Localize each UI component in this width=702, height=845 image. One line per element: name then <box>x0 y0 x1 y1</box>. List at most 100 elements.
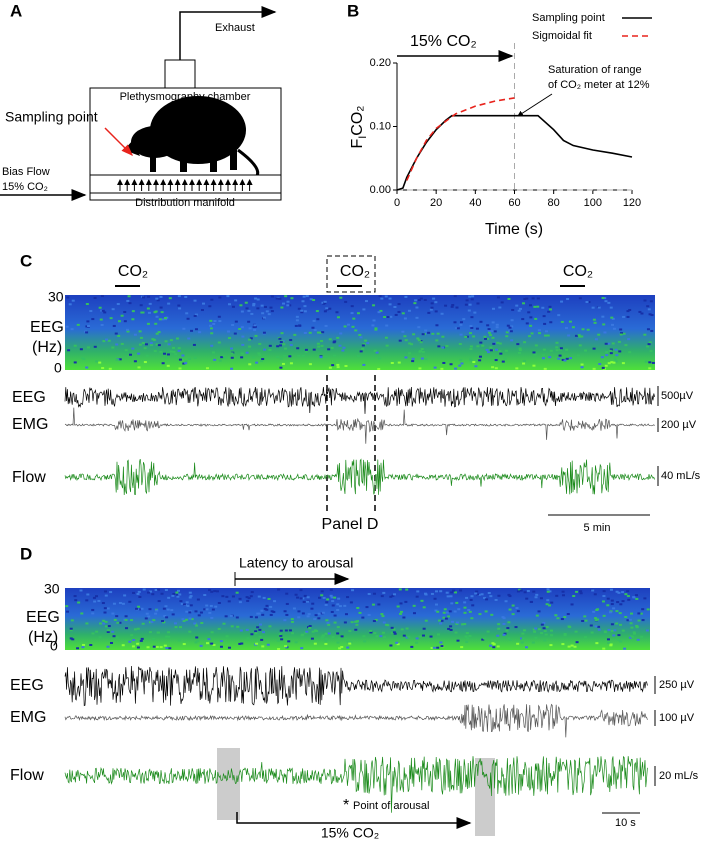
spectrogram-cell <box>469 325 473 328</box>
spectrogram-cell <box>611 342 615 345</box>
spectrogram-cell <box>502 622 506 625</box>
spectrogram-cell <box>608 611 612 614</box>
spectrogram-cell <box>491 366 495 369</box>
spectrogram-cell <box>146 307 150 310</box>
spectrogram-cell <box>470 298 474 301</box>
spectrogram-cell <box>132 591 136 594</box>
spectrogram-cell <box>558 348 562 351</box>
spectrogram-cell <box>474 365 478 368</box>
spectrogram-cell <box>222 622 226 625</box>
spectrogram-cell <box>325 601 329 604</box>
spectrogram-cell <box>140 311 144 314</box>
spectrogram-cell <box>467 309 471 312</box>
spectrogram-cell <box>431 332 435 335</box>
spectrogram-cell <box>489 595 493 598</box>
spectrogram-cell <box>100 309 104 312</box>
spectrogram-cell <box>650 314 654 317</box>
spectrogram-cell <box>500 301 504 304</box>
scale-label: 500µV <box>661 390 694 402</box>
spectrogram-cell <box>472 335 476 338</box>
spectrogram-cell <box>429 308 433 311</box>
spectrogram-cell <box>455 622 459 625</box>
spectrogram-cell <box>498 350 502 353</box>
spectrogram-cell <box>178 307 182 310</box>
spectrogram-cell <box>610 316 614 319</box>
spectrogram-cell <box>479 341 483 344</box>
spectrogram-cell <box>593 321 597 324</box>
spectrogram-cell <box>113 618 117 621</box>
spectrogram-cell <box>146 646 150 649</box>
spectrogram-cell <box>194 641 198 644</box>
spectrogram-cell <box>106 645 110 648</box>
spectrogram-cell <box>450 591 454 594</box>
spectrogram-cell <box>241 335 245 338</box>
spectrogram-cell <box>185 601 189 604</box>
spectrogram-cell <box>155 332 159 335</box>
spectrogram-cell <box>555 594 559 597</box>
spectrogram-cell <box>270 295 274 298</box>
x-tick-label: 120 <box>623 197 641 209</box>
spectrogram-cell <box>210 616 214 619</box>
spectrogram-cell <box>152 645 156 648</box>
spectrogram-cell <box>358 611 362 614</box>
spectrogram-cell <box>383 636 387 639</box>
spectrogram-cell <box>504 600 508 603</box>
spectrogram-cell <box>450 602 454 605</box>
spectrogram-cell <box>324 603 328 606</box>
spectrogram-cell <box>265 310 269 313</box>
spectrogram-cell <box>144 343 148 346</box>
legend-label: Sampling point <box>532 12 605 24</box>
spectrogram-cell <box>135 607 139 610</box>
spectrogram-cell <box>622 315 626 318</box>
spectrogram-cell <box>641 608 645 611</box>
spectrogram-cell <box>320 340 324 343</box>
y-label-main: F <box>349 139 366 149</box>
spectrogram-cell <box>465 335 469 338</box>
stimulus-arrow <box>236 812 472 829</box>
spectrogram-cell <box>205 642 209 645</box>
spectrogram-cell <box>177 639 181 642</box>
spectrogram-cell <box>74 599 78 602</box>
spectrogram-cell <box>485 598 489 601</box>
spectrogram-cell <box>490 613 494 616</box>
spectrogram-cell <box>564 326 568 329</box>
spectrogram-cell <box>493 330 497 333</box>
spectrogram-cell <box>494 598 498 601</box>
spectrogram-cell <box>449 595 453 598</box>
series-line <box>406 97 515 181</box>
spectrogram-cell <box>558 354 562 357</box>
spectrogram-cell <box>143 361 147 364</box>
x-tick-label: 80 <box>548 197 560 209</box>
time-scale: 5 min <box>584 522 611 534</box>
scale-label: 250 µV <box>659 679 695 691</box>
spectrogram-cell <box>417 326 421 329</box>
spectrogram-cell <box>182 327 186 330</box>
spectrogram-cell <box>463 606 467 609</box>
spectrogram-cell <box>81 357 85 360</box>
spectrogram-cell <box>193 622 197 625</box>
spectrogram-cell <box>614 360 618 363</box>
spectrogram-cell <box>492 342 496 345</box>
spectrogram-cell <box>289 339 293 342</box>
spectrogram-cell <box>424 593 428 596</box>
spectrogram-cell <box>165 616 169 619</box>
spectrogram-cell <box>190 329 194 332</box>
spectrogram-cell <box>489 644 493 647</box>
spectrogram-cell <box>453 295 457 298</box>
spectrogram-cell <box>529 316 533 319</box>
spectrogram-cell <box>164 589 168 592</box>
spectrogram-cell <box>484 610 488 613</box>
spectrogram-cell <box>66 296 70 299</box>
spectrogram-cell <box>89 644 93 647</box>
spectrogram-cell <box>605 351 609 354</box>
spectrogram-cell <box>130 619 134 622</box>
spectrogram-cell <box>646 328 650 331</box>
spectrogram-cell <box>525 597 529 600</box>
spectrogram-cell <box>517 309 521 312</box>
spectrogram-cell <box>503 632 507 635</box>
spectrogram-cell <box>351 325 355 328</box>
spectrogram-cell <box>592 367 596 370</box>
spectrogram-cell <box>525 297 529 300</box>
spectrogram-cell <box>177 347 181 350</box>
spectrogram-cell <box>338 344 342 347</box>
